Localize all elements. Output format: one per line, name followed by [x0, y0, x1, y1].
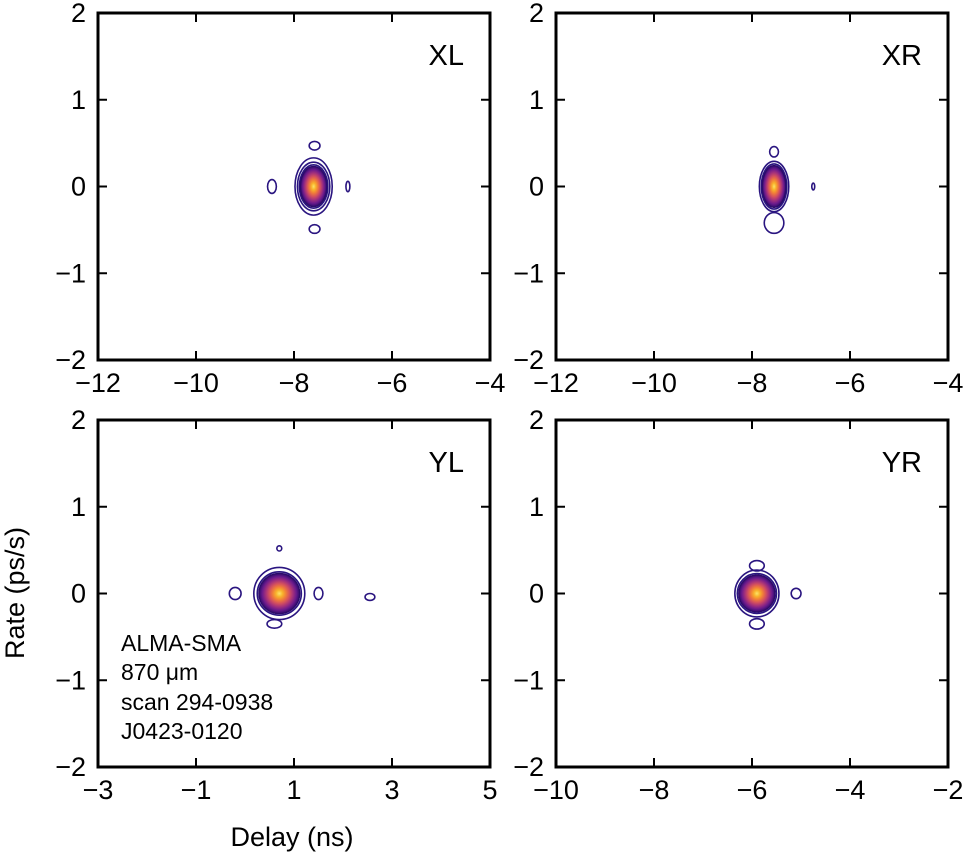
y-tick-label: −2: [513, 345, 544, 375]
annotation: ALMA-SMA 870 μm scan 294-0938 J0423-0120: [121, 630, 273, 744]
x-tick-label: −6: [377, 368, 408, 398]
y-tick-label: 0: [71, 579, 86, 609]
x-tick-label: −6: [737, 775, 768, 805]
annotation-line: J0423-0120: [121, 718, 243, 744]
y-tick-label: 0: [529, 172, 544, 202]
contour-island: [276, 544, 283, 552]
annotation-line: ALMA-SMA: [121, 630, 242, 656]
panel-label: XR: [882, 40, 922, 72]
x-tick-label: −8: [737, 368, 768, 398]
y-tick-label: 0: [529, 579, 544, 609]
x-tick-label: 3: [384, 775, 399, 805]
x-tick-label: 5: [482, 775, 497, 805]
x-tick-label: −3: [83, 775, 114, 805]
contour-island: [763, 211, 785, 235]
panel-label: XL: [429, 40, 464, 72]
x-tick-label: −10: [631, 368, 677, 398]
fringe-peak: [761, 164, 787, 209]
contour-line: [298, 164, 329, 209]
y-tick-label: −2: [55, 752, 86, 782]
x-tick-label: −2: [933, 775, 964, 805]
x-tick-label: −1: [181, 775, 212, 805]
contour-island: [748, 559, 766, 572]
contour-island: [790, 587, 802, 600]
x-tick-label: −12: [533, 368, 579, 398]
annotation-line: scan 294-0938: [121, 689, 273, 715]
contour-line: [253, 566, 306, 621]
fringe-peak: [258, 572, 301, 615]
x-tick-label: −12: [75, 368, 121, 398]
y-tick-label: 1: [529, 492, 544, 522]
contour-island: [768, 145, 780, 158]
y-axis-label: Rate (ps/s): [0, 527, 30, 659]
x-tick-label: −8: [279, 368, 310, 398]
contour-island: [266, 178, 278, 195]
contour-line: [734, 569, 780, 618]
y-tick-label: −2: [513, 752, 544, 782]
fringe-peak: [299, 165, 328, 208]
x-tick-label: −4: [933, 368, 964, 398]
contour-line: [296, 161, 331, 212]
contour-island: [308, 223, 321, 235]
contour-line: [760, 163, 788, 210]
y-tick-label: −1: [55, 665, 86, 695]
x-tick-label: −8: [639, 775, 670, 805]
y-tick-label: −2: [55, 345, 86, 375]
y-tick-label: 1: [529, 85, 544, 115]
annotation-line: 870 μm: [121, 659, 198, 685]
y-tick-label: −1: [513, 665, 544, 695]
x-tick-label: −10: [533, 775, 579, 805]
panel-label: YL: [429, 447, 464, 479]
x-tick-label: −4: [835, 775, 866, 805]
y-tick-label: 2: [71, 405, 86, 435]
contour-line: [736, 572, 778, 615]
contour-island: [266, 618, 283, 629]
y-tick-label: 2: [71, 0, 86, 28]
contour-island: [810, 182, 816, 191]
fringe-peak: [738, 574, 776, 613]
panel-label: YR: [882, 447, 922, 479]
y-tick-label: 2: [529, 405, 544, 435]
contour-line: [294, 157, 334, 216]
panel-yl: −3 −1 1 3 5 −2 −1 0 1 2 YL: [55, 405, 497, 805]
y-tick-label: 1: [71, 492, 86, 522]
contour-line: [256, 571, 303, 616]
x-axis-label: Delay (ns): [230, 822, 353, 852]
y-tick-label: −1: [55, 258, 86, 288]
contour-island: [228, 586, 242, 601]
x-tick-label: −6: [835, 368, 866, 398]
x-tick-label: −10: [173, 368, 219, 398]
y-tick-label: 2: [529, 0, 544, 28]
y-tick-label: 1: [71, 85, 86, 115]
contour-island: [364, 592, 376, 602]
y-tick-label: 0: [71, 172, 86, 202]
y-tick-label: −1: [513, 258, 544, 288]
contour-island: [313, 586, 324, 601]
contour-island: [748, 617, 766, 630]
contour-line: [758, 160, 790, 213]
x-tick-label: −4: [475, 368, 506, 398]
x-tick-label: 1: [286, 775, 301, 805]
contour-island: [345, 180, 351, 193]
contour-island: [308, 140, 321, 151]
